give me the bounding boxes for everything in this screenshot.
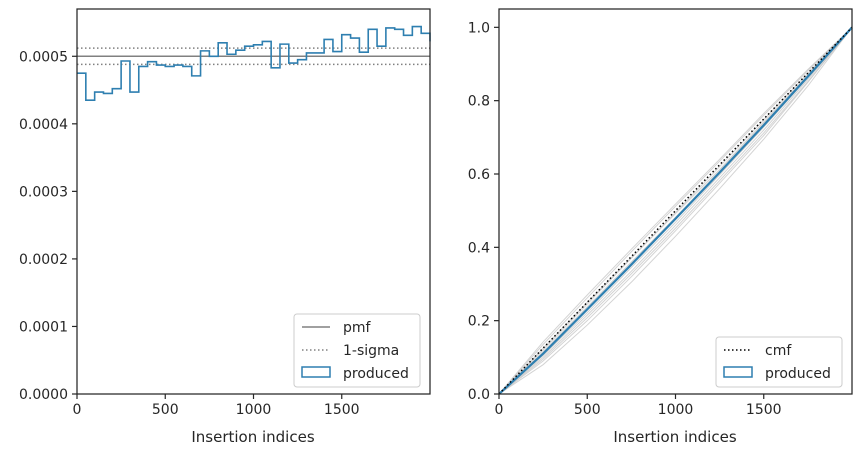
pmf-y-tick-label: 0.0001 <box>19 319 68 335</box>
sample-line <box>498 27 853 395</box>
legend-pmf-label: pmf <box>343 320 372 336</box>
cmf-legend-box <box>715 336 843 388</box>
cmf-line <box>498 26 853 395</box>
pmf-x-tick-label: 1000 <box>236 402 272 418</box>
pmf-y-tick-label: 0.0004 <box>19 117 68 133</box>
cmf-x-tick-label: 0 <box>495 402 504 418</box>
legend-produced-swatch <box>301 366 331 378</box>
pmf-y-tick-label: 0.0000 <box>19 387 68 403</box>
pmf-ticks: 0 500 1000 1500 0.0000 0.0001 0.0002 0.0003 0.00… <box>19 49 360 418</box>
cmf-y-tick-label: 0.0 <box>468 387 490 403</box>
cmf-x-axis-label: Insertion indices <box>613 428 736 446</box>
legend-produced-label: produced <box>343 366 409 382</box>
pmf-plot-area <box>77 25 431 101</box>
sample-line <box>498 26 853 395</box>
cmf-x-tick-label: 1500 <box>746 402 782 418</box>
legend-cmf-label: cmf <box>765 343 792 359</box>
cmf-ticks: 0 500 1000 1500 0.0 0.2 0.4 0.6 0.8 1.0 <box>468 20 782 418</box>
pmf-legend: pmf 1-sigma produced <box>293 313 421 388</box>
pmf-x-tick-label: 0 <box>73 402 82 418</box>
pmf-legend-box <box>293 313 421 388</box>
pmf-y-tick-label: 0.0003 <box>19 184 68 200</box>
cmf-x-tick-label: 500 <box>574 402 601 418</box>
cmf-plot-frame <box>498 8 853 395</box>
cmf-y-tick-label: 0.8 <box>468 94 490 110</box>
sample-line <box>498 27 853 395</box>
cmf-y-tick-label: 1.0 <box>468 20 490 36</box>
legend-1-sigma-label: 1-sigma <box>343 343 399 359</box>
sample-line <box>498 26 853 395</box>
pmf-x-tick-label: 500 <box>152 402 179 418</box>
legend-produced-swatch <box>723 366 753 378</box>
produced-line <box>498 26 853 395</box>
sample-line <box>498 26 853 395</box>
cmf-legend: cmf produced <box>715 336 843 388</box>
legend-produced-label: produced <box>765 366 831 382</box>
sample-line <box>498 27 853 395</box>
cmf-y-tick-label: 0.2 <box>468 314 490 330</box>
cmf-y-tick-label: 0.4 <box>468 240 490 256</box>
pmf-x-axis-label: Insertion indices <box>191 428 314 446</box>
pmf-x-tick-label: 1500 <box>324 402 360 418</box>
cmf-chart: 0 500 1000 1500 0.0 0.2 0.4 0.6 0.8 1.0 Insertion… <box>468 8 853 446</box>
cmf-x-tick-label: 1000 <box>658 402 694 418</box>
sample-line <box>498 27 853 395</box>
produced-step-series <box>77 25 431 101</box>
pmf-chart: 0 500 1000 1500 0.0000 0.0001 0.0002 0.0003 0.00… <box>19 8 431 446</box>
cmf-plot-area <box>498 26 853 395</box>
pmf-y-tick-label: 0.0005 <box>19 49 68 65</box>
cmf-y-tick-label: 0.6 <box>468 167 490 183</box>
pmf-y-tick-label: 0.0002 <box>19 252 68 268</box>
